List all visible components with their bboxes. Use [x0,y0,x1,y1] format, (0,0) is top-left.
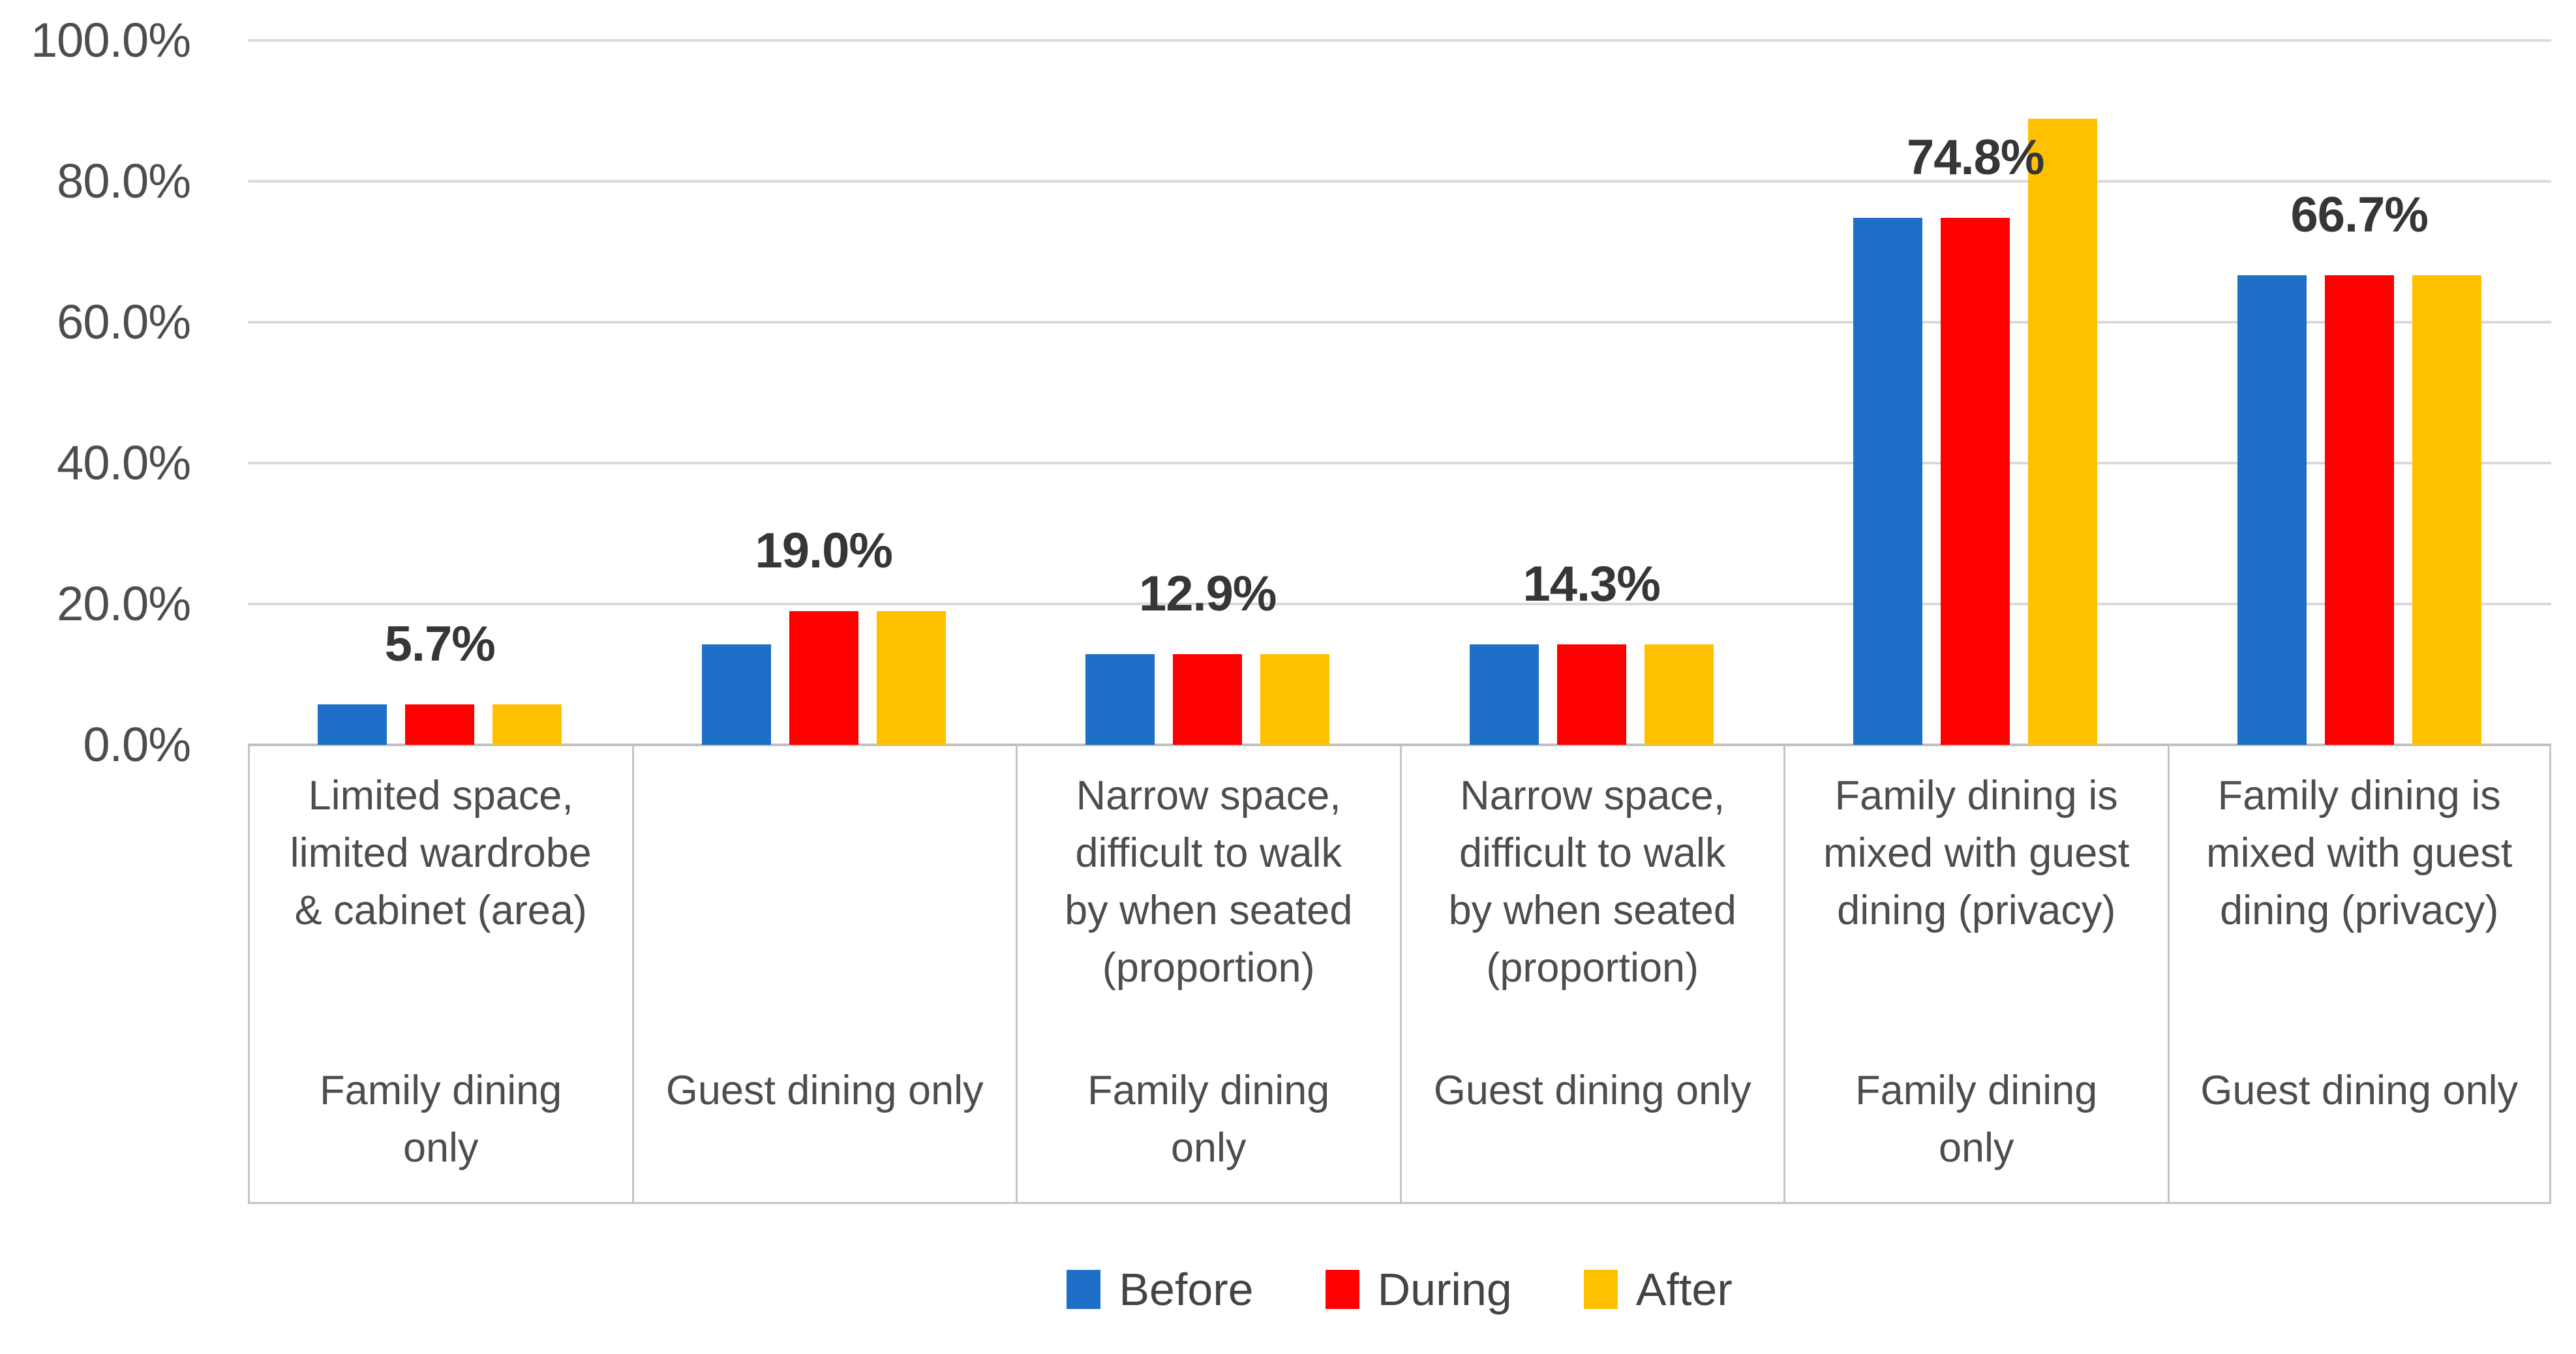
legend-item-after: After [1583,1264,1733,1315]
gridline-60 [248,321,2551,323]
gridline-100 [248,39,2551,42]
bar-during-group6 [2324,275,2394,745]
bar-after-group1 [492,704,562,745]
bar-during-group1 [405,704,475,745]
category-description: Family dining is mixed with guest dining… [2206,773,2513,933]
category-description: Family dining is mixed with guest dining… [1823,773,2130,933]
bar-before-group1 [318,704,387,745]
bar-after-group3 [1260,654,1330,745]
data-label-group3: 12.9% [1139,565,1277,622]
y-tick-label: 20.0% [57,577,191,631]
gridline-40 [248,462,2551,464]
data-label-group2: 19.0% [755,522,894,579]
bar-before-group2 [701,644,771,745]
y-tick-label: 40.0% [57,436,191,490]
category-cell-6: Family dining is mixed with guest dining… [2167,745,2551,1204]
bar-after-group6 [2412,275,2481,745]
gridline-20 [248,603,2551,605]
legend-label: After [1635,1264,1733,1315]
bar-before-group4 [1469,644,1539,745]
legend-item-before: Before [1067,1264,1254,1315]
legend: Before During After [248,1247,2551,1332]
bar-before-group3 [1085,654,1155,745]
bar-after-group5 [2028,118,2098,745]
bar-during-group5 [1941,218,2010,745]
category-dining-type: Family dining only [1087,1068,1330,1171]
data-label-group5: 74.8% [1907,130,2045,186]
legend-swatch-before [1067,1270,1101,1309]
bar-after-group2 [876,610,946,745]
y-tick-label: 100.0% [31,13,191,67]
legend-label: During [1377,1264,1512,1315]
legend-swatch-during [1325,1270,1359,1309]
bar-during-group2 [789,610,858,745]
category-dining-type: Guest dining only [665,1068,984,1113]
category-description: Narrow space, difficult to walk by when … [1448,773,1736,991]
category-dining-type: Family dining only [1855,1068,2098,1171]
category-cell-3: Narrow space, difficult to walk by when … [1016,745,1400,1204]
category-cell-4: Narrow space, difficult to walk by when … [1399,745,1783,1204]
bar-before-group6 [2237,275,2307,745]
legend-label: Before [1119,1264,1254,1315]
bar-during-group3 [1173,654,1243,745]
category-description: Narrow space, difficult to walk by when … [1065,773,1353,991]
bar-before-group5 [1853,218,1923,745]
category-description: Limited space, limited wardrobe & cabine… [290,773,592,933]
category-cell-5: Family dining is mixed with guest dining… [1783,745,2168,1204]
category-cell-2: Guest dining only [631,745,1016,1204]
category-dining-type: Family dining only [320,1068,562,1171]
data-label-group6: 66.7% [2290,187,2429,243]
bar-after-group4 [1644,644,1714,745]
gridline-80 [248,180,2551,183]
y-tick-label: 0.0% [83,717,191,772]
data-label-group1: 5.7% [384,616,496,672]
data-label-group4: 14.3% [1523,556,1661,612]
legend-swatch-after [1583,1270,1618,1309]
category-cell-1: Limited space, limited wardrobe & cabine… [248,745,632,1204]
bar-during-group4 [1556,644,1626,745]
category-dining-type: Guest dining only [2200,1068,2519,1113]
y-tick-label: 80.0% [57,154,191,208]
y-tick-label: 60.0% [57,295,191,349]
legend-item-during: During [1325,1264,1512,1315]
category-dining-type: Guest dining only [1433,1068,1751,1113]
